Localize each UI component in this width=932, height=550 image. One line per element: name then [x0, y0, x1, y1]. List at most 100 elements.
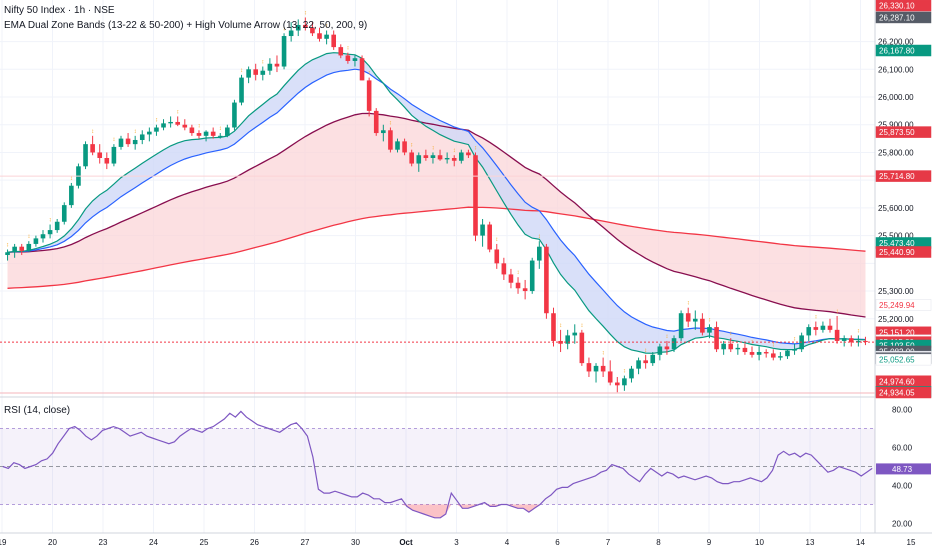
candle-body [707, 327, 712, 333]
high-volume-arrow: ↕ [70, 176, 73, 182]
candle-body [381, 130, 386, 134]
rsi-value-box [876, 463, 931, 475]
candle-body [33, 238, 39, 244]
high-volume-arrow: ↕ [517, 270, 520, 276]
candle-body [572, 332, 578, 336]
price-label: 24,974.60 [879, 377, 915, 386]
rsi-tick-label: 40.00 [892, 482, 913, 491]
price-tick-label: 25,900.00 [878, 121, 914, 130]
candle-body [246, 69, 251, 78]
candle-body [225, 127, 230, 136]
candle-body [834, 329, 840, 341]
candle-body [395, 141, 400, 150]
high-volume-arrow: ↕ [708, 317, 711, 323]
candle-body [650, 354, 656, 364]
price-label: 24,934.05 [879, 388, 915, 397]
rsi-tick-label: 20.00 [892, 520, 913, 529]
high-volume-arrow: ↕ [197, 123, 200, 129]
candle-body [210, 131, 216, 136]
candle-body [111, 146, 117, 164]
candle-body [607, 371, 613, 383]
candle-body [487, 224, 492, 250]
price-label: 26,287.10 [879, 13, 915, 22]
candle-body [97, 152, 103, 158]
candle-body [147, 131, 152, 135]
price-label-box [875, 0, 932, 12]
candle-body [593, 365, 599, 372]
candle-body [636, 360, 641, 369]
candle-body [515, 282, 521, 289]
indicator-title: EMA Dual Zone Bands (13-22 & 50-200) + H… [4, 20, 368, 31]
candle-body [792, 349, 797, 351]
high-volume-arrow: ↕ [538, 234, 541, 240]
candle-body [125, 138, 131, 145]
candle-body [544, 246, 549, 314]
high-volume-arrow: ↕ [495, 237, 498, 243]
candle-body [841, 338, 847, 341]
high-volume-arrow: ↕ [219, 126, 222, 132]
candle-body [416, 155, 422, 164]
high-volume-arrow: ↕ [836, 309, 839, 315]
candle-body [239, 77, 244, 103]
candle-body [728, 343, 734, 350]
high-volume-arrow: ↕ [91, 129, 94, 135]
candle-body [90, 144, 95, 153]
time-tick-label: 23 [99, 538, 108, 547]
time-tick-label: 10 [755, 538, 764, 547]
candle-body [139, 134, 145, 140]
time-tick-label: 25 [200, 538, 209, 547]
time-tick-label: 9 [707, 538, 712, 547]
candle-body [770, 353, 776, 358]
time-tick-label: Oct [399, 538, 413, 547]
high-volume-arrow: ↕ [729, 331, 732, 337]
rsi-title: RSI (14, close) [4, 405, 71, 416]
candle-body [622, 378, 627, 386]
price-label-box [875, 44, 932, 57]
time-tick-label: 24 [149, 538, 158, 547]
price-axis[interactable] [875, 0, 932, 550]
candle-body [352, 58, 358, 61]
high-volume-arrow: ↕ [580, 323, 583, 329]
candle-body [671, 338, 677, 350]
price-label-box [875, 386, 932, 399]
slow-zone-band [7, 113, 866, 318]
candle-body [813, 327, 819, 330]
candle-body [253, 69, 259, 75]
candle-body [324, 34, 329, 39]
time-tick-label: 15 [907, 538, 916, 547]
price-label: 25,151.20 [879, 328, 915, 337]
high-volume-arrow: ↕ [389, 121, 392, 127]
candle-body [714, 327, 719, 350]
high-volume-arrow: ↕ [431, 145, 434, 151]
price-label-box [875, 246, 932, 258]
candle-body [338, 47, 344, 56]
candle-body [317, 33, 322, 39]
candle-body [742, 347, 748, 353]
price-tick-label: 25,500.00 [878, 232, 914, 241]
price-label: 26,167.80 [879, 47, 915, 56]
chart-title: Nifty 50 Index · 1h · NSE [4, 5, 115, 16]
candle-body [501, 263, 507, 275]
candle-body [614, 382, 620, 386]
candle-body [529, 260, 535, 292]
price-label-box [875, 353, 932, 366]
price-label-box [875, 299, 932, 311]
price-tick-label: 25,200.00 [878, 315, 914, 324]
candle-body [26, 243, 32, 251]
candle-body [175, 121, 181, 125]
time-tick-label: 26 [250, 538, 259, 547]
candle-body [203, 131, 209, 136]
candle-body [692, 318, 698, 322]
candle-body [664, 346, 670, 350]
price-tick-label: 25,300.00 [878, 287, 914, 296]
candle-body [154, 127, 159, 132]
price-label-box [875, 11, 932, 24]
time-tick-label: 6 [555, 538, 560, 547]
candle-body [494, 249, 500, 264]
high-volume-arrow: ↕ [112, 137, 115, 143]
candle-body [856, 340, 861, 343]
rsi-line [2, 410, 873, 519]
candle-body [359, 58, 365, 81]
high-volume-arrow: ↕ [559, 323, 562, 329]
